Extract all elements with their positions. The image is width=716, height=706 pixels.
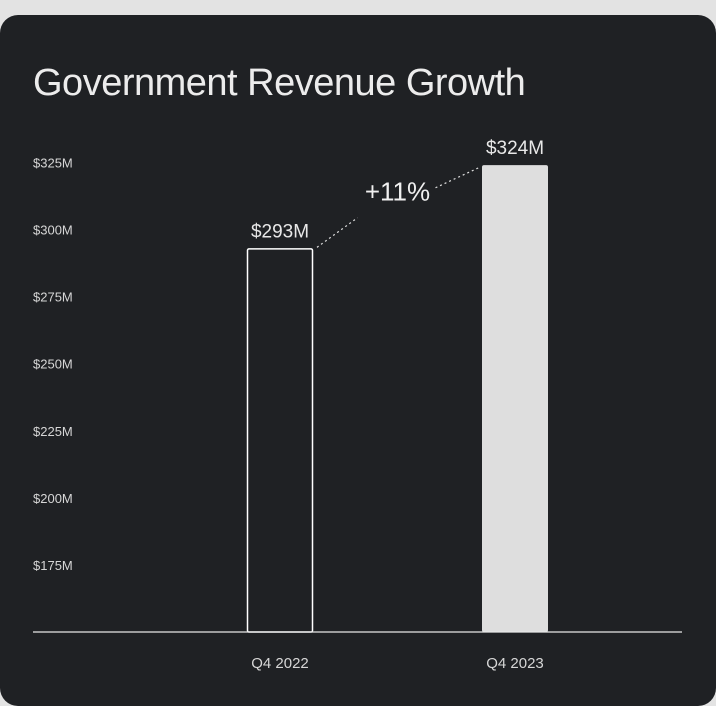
growth-connector-left <box>316 217 358 248</box>
y-tick-label: $200M <box>33 491 73 506</box>
chart-title: Government Revenue Growth <box>33 62 526 104</box>
chart-card: Government Revenue Growth <box>0 15 716 706</box>
growth-annotation: +11% <box>365 177 430 207</box>
y-tick-label: $175M <box>33 558 73 573</box>
y-tick-label: $275M <box>33 290 73 305</box>
data-label: $293M <box>251 221 309 242</box>
data-label: $324M <box>486 138 544 159</box>
y-tick-label: $325M <box>33 155 73 170</box>
y-tick-label: $250M <box>33 357 73 372</box>
bar-q4-2023 <box>482 165 548 632</box>
growth-connector-right <box>435 166 481 189</box>
bar-q4-2022 <box>246 248 314 633</box>
x-tick-label: Q4 2022 <box>251 655 309 672</box>
x-tick-label: Q4 2023 <box>486 655 544 672</box>
y-tick-label: $300M <box>33 223 73 238</box>
y-tick-label: $225M <box>33 424 73 439</box>
